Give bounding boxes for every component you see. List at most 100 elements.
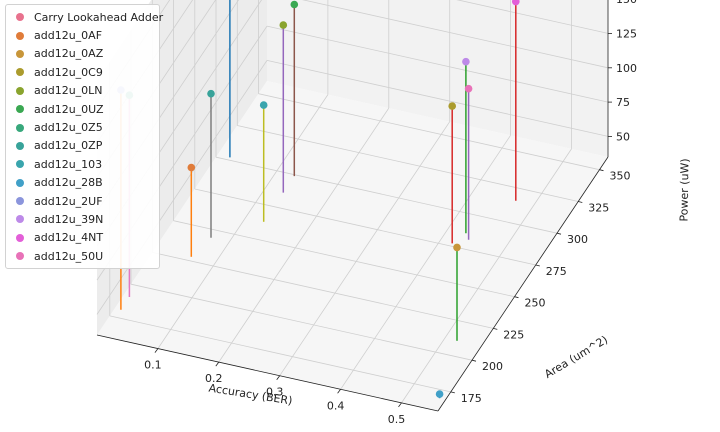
legend-marker xyxy=(16,178,24,187)
x-tick-mark xyxy=(154,348,159,353)
legend-label: add12u_0UZ xyxy=(34,102,104,116)
legend-label: add12u_4NT xyxy=(34,231,104,245)
legend-item: add12u_0UZ xyxy=(12,100,154,118)
gridline-y xyxy=(152,252,494,329)
x-tick-label: 0.5 xyxy=(388,413,406,426)
legend-label: add12u_0LN xyxy=(34,84,103,98)
data-point xyxy=(435,390,444,398)
legend-label: add12u_50U xyxy=(34,249,104,263)
legend-item: add12u_4NT xyxy=(12,229,154,247)
gridline-z xyxy=(456,0,609,34)
gridline-x xyxy=(157,94,329,349)
y-tick-mark xyxy=(514,296,519,299)
data-point xyxy=(512,0,520,6)
legend-item: add12u_0Z5 xyxy=(12,118,154,136)
data-point xyxy=(207,89,215,98)
legend-label: add12u_39N xyxy=(34,212,104,226)
legend-item: add12u_0ZP xyxy=(12,137,154,155)
gridline-z xyxy=(266,60,609,137)
gridline-y xyxy=(130,283,473,361)
data-point xyxy=(290,0,299,9)
y-tick-mark xyxy=(599,169,604,172)
gridline-x xyxy=(218,107,390,363)
y-tick-label: 300 xyxy=(567,233,588,246)
legend-item: add12u_103 xyxy=(12,155,154,173)
legend-item: Carry Lookahead Adder xyxy=(12,8,163,26)
legend-item: add12u_50U xyxy=(12,247,154,265)
z-axis-label: Power (uW) xyxy=(677,158,691,221)
gridline-x xyxy=(279,121,451,376)
data-point xyxy=(259,101,268,109)
gridline-x xyxy=(340,135,511,390)
legend-label: add12u_103 xyxy=(34,157,103,171)
gridline-y xyxy=(194,188,536,266)
data-point xyxy=(448,102,457,110)
y-tick-mark xyxy=(556,232,562,235)
x-tick-mark xyxy=(398,402,402,408)
legend-marker xyxy=(16,31,24,40)
z-tick-label: 125 xyxy=(616,27,637,40)
gridline-z xyxy=(301,0,609,69)
x-tick-mark xyxy=(337,389,341,394)
y-axis-label: Area (um^2) xyxy=(542,333,610,381)
pane-floor xyxy=(97,81,608,411)
legend-marker xyxy=(16,160,24,169)
legend-item: add12u_39N xyxy=(12,210,154,228)
legend-marker xyxy=(16,252,24,261)
y-tick-label: 350 xyxy=(610,170,631,183)
y-tick-label: 250 xyxy=(525,297,546,310)
data-point xyxy=(187,163,196,172)
gridline-y xyxy=(215,156,558,234)
legend-marker xyxy=(16,86,24,95)
x-axis-line xyxy=(96,334,439,412)
x-tick-mark xyxy=(215,361,220,367)
y-tick-label: 225 xyxy=(503,328,524,341)
legend-label: add12u_0Z5 xyxy=(34,121,103,135)
legend-marker xyxy=(16,233,24,242)
z-tick-label: 150 xyxy=(616,0,637,6)
legend-item: add12u_0AZ xyxy=(12,45,154,63)
data-point xyxy=(453,243,461,252)
x-tick-mark xyxy=(276,375,281,380)
y-tick-mark xyxy=(450,391,455,394)
x-tick-label: 0.4 xyxy=(327,399,345,412)
legend-item: add12u_0C9 xyxy=(12,63,154,81)
legend-label: add12u_28B xyxy=(34,176,103,190)
z-tick-label: 50 xyxy=(616,130,630,143)
legend-marker xyxy=(16,105,24,114)
data-point xyxy=(464,84,473,93)
z-tick-label: 100 xyxy=(616,62,637,75)
gridline-z xyxy=(96,60,268,315)
legend-item: add12u_28B xyxy=(12,174,154,192)
data-point xyxy=(462,57,470,66)
x-tick-label: 0.2 xyxy=(205,372,223,385)
legend-label: add12u_0AZ xyxy=(34,47,104,61)
y-tick-mark xyxy=(578,201,583,203)
legend-marker xyxy=(16,215,24,224)
y-tick-mark xyxy=(471,359,477,362)
y-tick-label: 200 xyxy=(482,360,503,373)
legend-marker xyxy=(16,68,24,77)
y-tick-mark xyxy=(493,328,498,330)
legend: Carry Lookahead Adder add12u_0AF add12u_0A… xyxy=(5,4,163,270)
y-tick-mark xyxy=(535,264,540,267)
y-tick-label: 175 xyxy=(461,392,482,405)
legend-item: add12u_0LN xyxy=(12,82,154,100)
legend-marker xyxy=(16,49,24,58)
y-axis-line xyxy=(437,156,609,412)
legend-label: Carry Lookahead Adder xyxy=(34,10,164,24)
z-tick-label: 75 xyxy=(616,96,630,109)
gridline-y xyxy=(258,93,600,171)
x-tick-label: 0.3 xyxy=(266,386,284,399)
gridline-x xyxy=(401,148,572,404)
gridline-y xyxy=(109,315,451,393)
legend-item: add12u_0AF xyxy=(12,26,154,44)
legend-label: add12u_0ZP xyxy=(34,139,103,153)
gridline-z xyxy=(266,25,609,103)
legend-item: add12u_2UF xyxy=(12,192,154,210)
y-tick-label: 275 xyxy=(546,265,567,278)
y-tick-label: 325 xyxy=(588,202,609,215)
x-tick-label: 0.1 xyxy=(144,359,162,372)
legend-marker xyxy=(16,13,24,22)
legend-label: add12u_2UF xyxy=(34,194,103,208)
